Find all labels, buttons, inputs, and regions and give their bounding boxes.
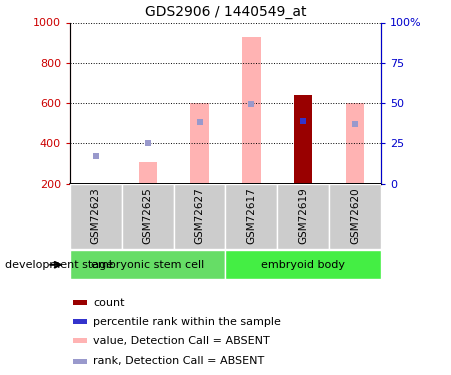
Bar — [73, 338, 87, 343]
Bar — [242, 37, 261, 184]
Bar — [73, 319, 87, 324]
Text: GSM72617: GSM72617 — [246, 187, 257, 244]
Text: GSM72623: GSM72623 — [91, 187, 101, 244]
Bar — [73, 359, 87, 364]
Text: count: count — [93, 298, 125, 308]
Text: GSM72620: GSM72620 — [350, 187, 360, 244]
Bar — [122, 184, 174, 249]
Bar — [174, 184, 226, 249]
Text: development stage: development stage — [5, 260, 113, 270]
Text: rank, Detection Call = ABSENT: rank, Detection Call = ABSENT — [93, 356, 264, 366]
Text: embryoid body: embryoid body — [261, 260, 345, 270]
Text: percentile rank within the sample: percentile rank within the sample — [93, 317, 281, 327]
Text: GSM72627: GSM72627 — [194, 187, 205, 244]
Bar — [73, 300, 87, 305]
Bar — [226, 250, 381, 279]
Bar — [190, 103, 209, 184]
Bar — [277, 184, 329, 249]
Bar — [70, 184, 122, 249]
Title: GDS2906 / 1440549_at: GDS2906 / 1440549_at — [145, 5, 306, 19]
Text: value, Detection Call = ABSENT: value, Detection Call = ABSENT — [93, 336, 270, 346]
Bar — [346, 103, 364, 184]
Bar — [226, 184, 277, 249]
Bar — [70, 250, 226, 279]
Text: GSM72619: GSM72619 — [298, 187, 308, 244]
Bar — [294, 95, 313, 184]
Text: embryonic stem cell: embryonic stem cell — [91, 260, 204, 270]
Bar — [138, 162, 157, 184]
Text: GSM72625: GSM72625 — [143, 187, 153, 244]
Bar — [329, 184, 381, 249]
